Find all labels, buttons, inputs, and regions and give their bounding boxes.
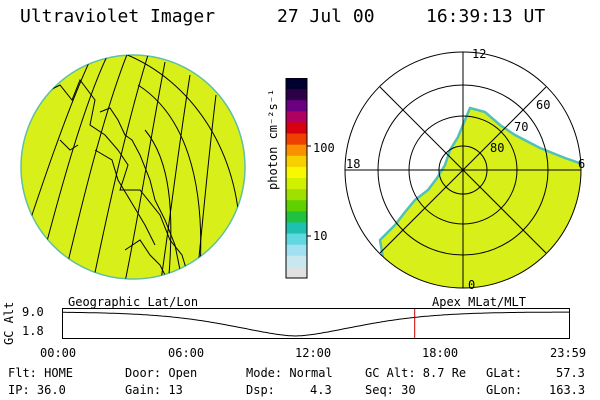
mlt-label-12: 12 bbox=[472, 47, 487, 61]
geographic-projection-label: Geographic Lat/Lon bbox=[68, 295, 199, 309]
door-status: Door: Open bbox=[125, 366, 198, 380]
colorbar-cell bbox=[286, 166, 307, 179]
colorbar-cell bbox=[286, 89, 307, 101]
colorbar-cell bbox=[286, 189, 307, 201]
date-label: 27 Jul 00 bbox=[277, 6, 375, 27]
altitude-plot bbox=[62, 308, 570, 339]
seq-status: Seq: 30 bbox=[365, 383, 416, 397]
colorbar-cell bbox=[286, 111, 307, 123]
colorbar-tick-10: 10 bbox=[313, 229, 328, 243]
polar-projection-label: Apex MLat/MLT bbox=[432, 295, 526, 309]
colorbar-cell bbox=[286, 222, 307, 235]
alt-xtick-1200: 12:00 bbox=[295, 346, 332, 360]
gain-status: Gain: 13 bbox=[125, 383, 183, 397]
colorbar-cell bbox=[286, 266, 307, 279]
glat-value: 57.3 bbox=[556, 366, 585, 380]
colorbar-cell bbox=[286, 144, 307, 157]
colorbar-tick-100: 100 bbox=[313, 141, 335, 155]
colorbar-cell bbox=[286, 122, 307, 135]
alt-ytick-min: 1.8 bbox=[22, 324, 44, 338]
colorbar-cell bbox=[286, 200, 307, 212]
altitude-curve bbox=[63, 311, 570, 337]
polar-aurora-region bbox=[378, 106, 581, 288]
globe-disk bbox=[20, 54, 246, 280]
alt-ytick-max: 9.0 bbox=[22, 305, 44, 319]
geographic-map bbox=[20, 54, 246, 280]
mlt-label-6: 6 bbox=[578, 157, 586, 171]
colorbar-cell bbox=[286, 244, 307, 257]
glon-value: 163.3 bbox=[549, 383, 586, 397]
mlat-label-60: 60 bbox=[536, 98, 551, 112]
colorbar-unit-label: photon cm⁻²s⁻¹ bbox=[266, 88, 280, 190]
colorbar bbox=[285, 78, 311, 279]
polar-plot bbox=[344, 51, 582, 289]
alt-xtick-1800: 18:00 bbox=[422, 346, 459, 360]
colorbar-gradient bbox=[286, 78, 307, 279]
colorbar-cell bbox=[286, 133, 307, 146]
mlat-label-70: 70 bbox=[514, 120, 529, 134]
mode-status: Mode: Normal bbox=[246, 366, 333, 380]
colorbar-cell bbox=[286, 78, 307, 90]
flight-status: Flt: HOME bbox=[8, 366, 74, 380]
colorbar-cell bbox=[286, 100, 307, 112]
colorbar-cell bbox=[286, 233, 307, 246]
colorbar-cell bbox=[286, 155, 307, 168]
mlt-label-18: 18 bbox=[346, 157, 361, 171]
alt-axis-label: GC Alt bbox=[2, 301, 16, 345]
instrument-title: Ultraviolet Imager bbox=[20, 6, 216, 27]
colorbar-cell bbox=[286, 211, 307, 223]
alt-xtick-2359: 23:59 bbox=[550, 346, 587, 360]
mlat-label-80: 80 bbox=[490, 141, 505, 155]
alt-xtick-0000: 00:00 bbox=[40, 346, 77, 360]
colorbar-cell bbox=[286, 255, 307, 268]
glat-label: GLat: bbox=[486, 366, 523, 380]
dsp-value: 4.3 bbox=[310, 383, 332, 397]
alt-xtick-0600: 06:00 bbox=[168, 346, 205, 360]
glon-label: GLon: bbox=[486, 383, 523, 397]
colorbar-cell bbox=[286, 178, 307, 190]
time-label: 16:39:13 UT bbox=[426, 6, 546, 27]
mlt-label-0: 0 bbox=[468, 278, 476, 292]
gc-alt-status: GC Alt: 8.7 Re bbox=[365, 366, 467, 380]
dsp-label: Dsp: bbox=[246, 383, 275, 397]
ip-status: IP: 36.0 bbox=[8, 383, 66, 397]
